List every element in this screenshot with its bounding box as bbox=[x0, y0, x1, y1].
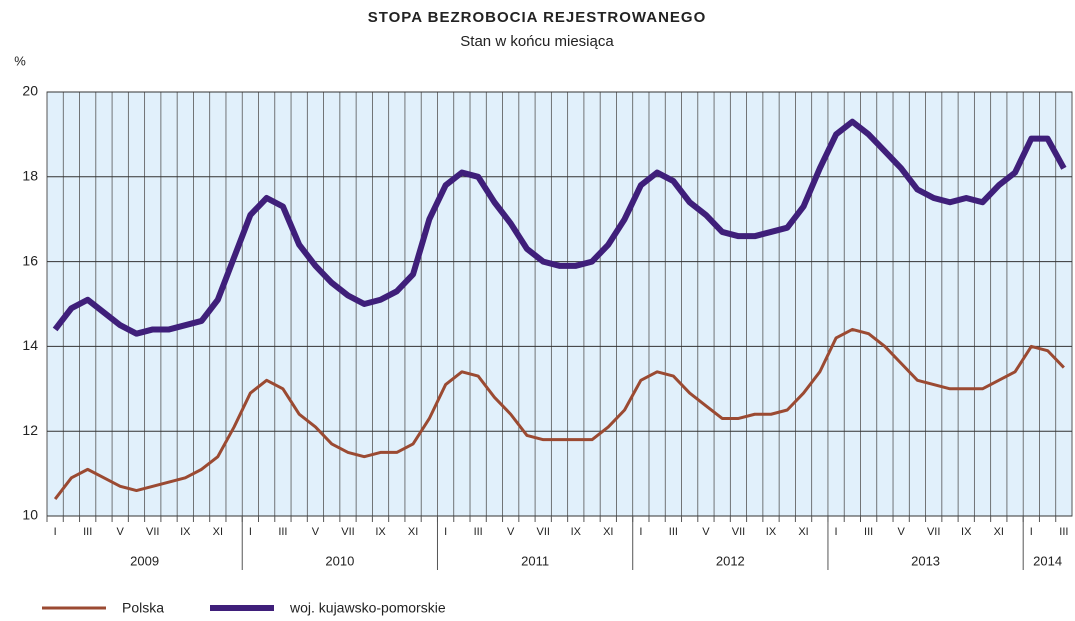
chart-title: STOPA BEZROBOCIA REJESTROWANEGO bbox=[368, 9, 707, 26]
x-tick-label: I bbox=[835, 526, 838, 538]
x-tick-label: VII bbox=[732, 526, 745, 538]
x-tick-label: III bbox=[864, 526, 873, 538]
x-tick-label: III bbox=[669, 526, 678, 538]
x-tick-label: III bbox=[278, 526, 287, 538]
series-line bbox=[52, 118, 1067, 337]
x-tick-label: III bbox=[474, 526, 483, 538]
year-label: 2013 bbox=[911, 553, 940, 568]
y-tick-label: 14 bbox=[22, 337, 38, 353]
x-tick-label: I bbox=[1030, 526, 1033, 538]
y-tick-label: 10 bbox=[22, 507, 38, 523]
x-tick-label: IX bbox=[180, 526, 191, 538]
x-tick-label: XI bbox=[603, 526, 613, 538]
y-axis-label: % bbox=[14, 53, 26, 68]
x-tick-label: I bbox=[444, 526, 447, 538]
y-tick-label: 16 bbox=[22, 252, 38, 268]
x-tick-label: V bbox=[312, 526, 320, 538]
legend-label: Polska bbox=[122, 600, 164, 616]
x-tick-label: V bbox=[507, 526, 515, 538]
x-tick-label: IX bbox=[571, 526, 582, 538]
x-tick-label: XI bbox=[213, 526, 223, 538]
y-tick-label: 18 bbox=[22, 168, 38, 184]
x-tick-label: XI bbox=[994, 526, 1004, 538]
x-tick-label: VII bbox=[146, 526, 159, 538]
x-tick-label: IX bbox=[961, 526, 972, 538]
x-tick-label: IX bbox=[766, 526, 777, 538]
x-tick-label: V bbox=[897, 526, 905, 538]
y-tick-label: 20 bbox=[22, 83, 38, 99]
year-label: 2011 bbox=[521, 553, 549, 568]
year-label: 2014 bbox=[1033, 553, 1062, 568]
legend-label: woj. kujawsko-pomorskie bbox=[289, 600, 446, 616]
x-tick-label: V bbox=[702, 526, 710, 538]
series-line bbox=[53, 327, 1065, 500]
x-tick-label: III bbox=[83, 526, 92, 538]
x-tick-label: IX bbox=[375, 526, 386, 538]
x-tick-label: VII bbox=[341, 526, 354, 538]
x-tick-label: I bbox=[249, 526, 252, 538]
year-label: 2012 bbox=[716, 553, 745, 568]
x-tick-label: III bbox=[1059, 526, 1068, 538]
x-tick-label: XI bbox=[798, 526, 808, 538]
x-tick-label: VII bbox=[927, 526, 940, 538]
x-tick-label: XI bbox=[408, 526, 418, 538]
x-tick-label: V bbox=[117, 526, 125, 538]
chart-subtitle: Stan w końcu miesiąca bbox=[460, 33, 614, 50]
y-tick-label: 12 bbox=[22, 422, 38, 438]
x-tick-label: VII bbox=[537, 526, 550, 538]
year-label: 2010 bbox=[325, 553, 354, 568]
year-label: 2009 bbox=[130, 553, 159, 568]
plot-area bbox=[46, 91, 1073, 517]
x-tick-label: I bbox=[639, 526, 642, 538]
x-tick-label: I bbox=[54, 526, 57, 538]
